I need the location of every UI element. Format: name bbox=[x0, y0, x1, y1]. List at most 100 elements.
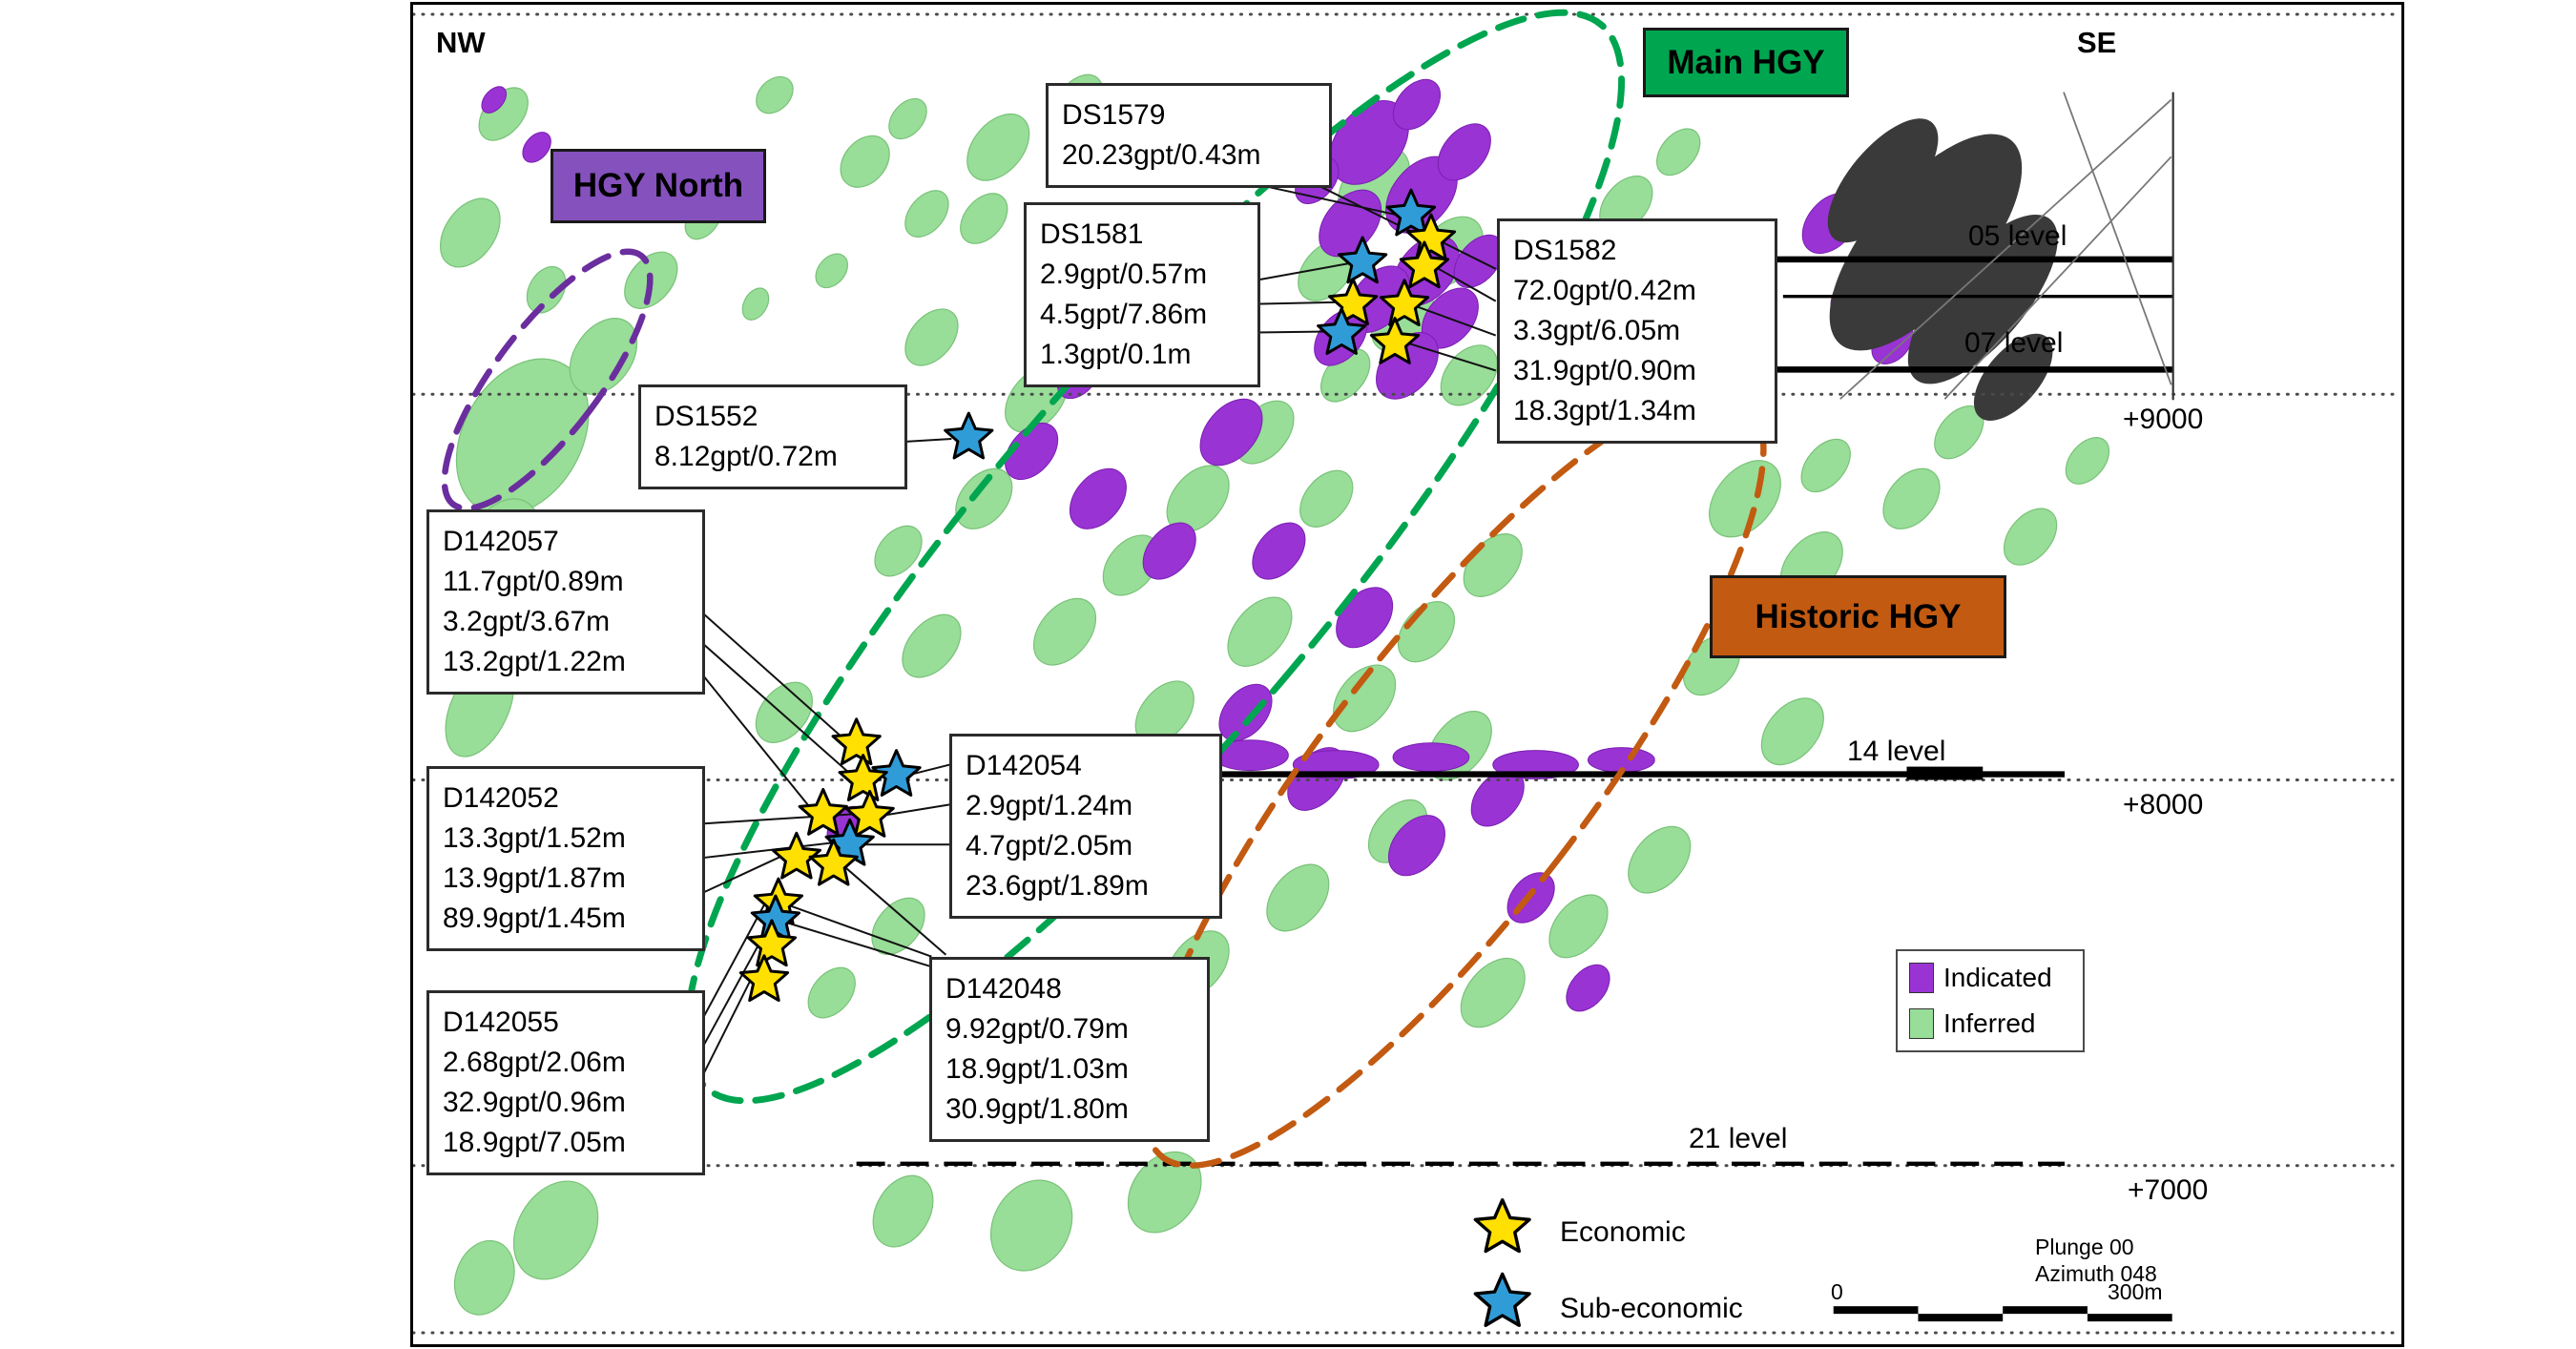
level-label-14: 14 level bbox=[1847, 736, 1946, 767]
inferred-blob bbox=[455, 358, 590, 516]
callout-connector-line bbox=[884, 803, 950, 817]
inferred-blob bbox=[756, 75, 794, 114]
callout-connector-line bbox=[701, 612, 844, 739]
callout-connector-line bbox=[842, 864, 947, 956]
drillhole-id: D142057 bbox=[443, 526, 559, 557]
callout-connector-line bbox=[788, 904, 932, 958]
scale-zero-label: 0 bbox=[1831, 1279, 1843, 1304]
inferred-blob bbox=[1333, 664, 1397, 733]
callout-D142048: D142048 9.92gpt/0.79m 18.9gpt/1.03m 30.9gpt… bbox=[929, 957, 1210, 1142]
indicated-blob bbox=[1252, 522, 1306, 580]
level-label-07: 07 level bbox=[1964, 327, 2064, 359]
intercept-value: 32.9gpt/0.96m bbox=[443, 1087, 626, 1118]
intercept-value: 2.9gpt/0.57m bbox=[1040, 259, 1208, 290]
callout-connector-line bbox=[1438, 267, 1497, 302]
drillhole-id: D142054 bbox=[966, 750, 1082, 781]
economic-legend-label: Economic bbox=[1560, 1216, 1686, 1248]
level-and-grid-lines bbox=[413, 12, 2401, 1335]
legend-row-indicated: Indicated bbox=[1909, 963, 2071, 993]
intercept-value: 31.9gpt/0.90m bbox=[1513, 355, 1696, 386]
level-label-21: 21 level bbox=[1689, 1123, 1788, 1154]
level-label-05: 05 level bbox=[1968, 220, 2067, 252]
elevation-label-8000: +8000 bbox=[2123, 789, 2204, 820]
callout-connector-lines bbox=[701, 186, 1497, 1077]
drillhole-id: DS1582 bbox=[1513, 235, 1617, 266]
drillhole-id: DS1552 bbox=[654, 401, 758, 432]
callout-connector-line bbox=[904, 438, 952, 444]
hgy-north-zone-ellipse bbox=[441, 248, 654, 512]
scale-bar bbox=[1833, 1306, 2172, 1322]
scale-bar-segment bbox=[2087, 1314, 2172, 1322]
scale-bar-segment bbox=[1918, 1314, 2004, 1322]
inferred-blob bbox=[904, 308, 959, 366]
inferred-blob bbox=[1655, 128, 1701, 176]
callout-connector-line bbox=[785, 921, 930, 967]
inferred-blob bbox=[955, 467, 1013, 529]
inferred-blob bbox=[1227, 596, 1293, 667]
scale-length-label: 300m bbox=[2108, 1279, 2163, 1304]
plunge-label: Plunge 00 bbox=[2035, 1235, 2134, 1259]
inferred-blob bbox=[1460, 957, 1526, 1028]
inferred-swatch-icon bbox=[1909, 1008, 1934, 1039]
main-hgy-zone-ellipse bbox=[683, 9, 1626, 1105]
intercept-value: 18.9gpt/7.05m bbox=[443, 1127, 626, 1158]
inferred-blob bbox=[1033, 597, 1097, 666]
callout-connector-line bbox=[1256, 261, 1351, 281]
intercept-value: 3.2gpt/3.67m bbox=[443, 606, 611, 637]
intercept-value: 1.3gpt/0.1m bbox=[1040, 339, 1192, 370]
intercept-value: 30.9gpt/1.80m bbox=[945, 1093, 1129, 1125]
intercept-value: 2.68gpt/2.06m bbox=[443, 1047, 626, 1078]
inferred-blob bbox=[741, 287, 770, 321]
level-14-development-block bbox=[1906, 766, 1984, 780]
nw-direction-label: NW bbox=[436, 26, 486, 59]
intercept-value: 20.23gpt/0.43m bbox=[1062, 139, 1261, 171]
intercept-value: 8.12gpt/0.72m bbox=[654, 441, 838, 472]
elevation-label-7000: +7000 bbox=[2128, 1174, 2209, 1206]
intercept-value: 23.6gpt/1.89m bbox=[966, 870, 1149, 902]
callout-connector-line bbox=[702, 841, 834, 860]
section-trace-line bbox=[1943, 156, 2172, 400]
section-trace-line bbox=[1839, 98, 2172, 400]
intercept-value: 72.0gpt/0.42m bbox=[1513, 275, 1696, 306]
intercept-value: 89.9gpt/1.45m bbox=[443, 903, 626, 934]
inferred-blob bbox=[874, 525, 923, 577]
intercept-value: 2.9gpt/1.24m bbox=[966, 790, 1133, 821]
se-direction-label: SE bbox=[2077, 26, 2117, 59]
inferred-blob bbox=[888, 97, 927, 140]
inferred-blob bbox=[1882, 467, 1941, 529]
inferred-blob bbox=[966, 114, 1030, 181]
intercept-value: 13.9gpt/1.87m bbox=[443, 862, 626, 894]
callout-connector-line bbox=[1442, 241, 1497, 270]
scale-bar-segment bbox=[1833, 1306, 1919, 1315]
callout-connector-line bbox=[701, 975, 754, 1077]
callout-D142055: D142055 2.68gpt/2.06m 32.9gpt/0.96m 18.9gpt… bbox=[426, 990, 705, 1175]
workings-shape bbox=[1973, 333, 2053, 421]
inferred-blob bbox=[872, 1174, 934, 1248]
intercept-value: 13.2gpt/1.22m bbox=[443, 646, 626, 677]
section-diagram: DS1579 20.23gpt/0.43m DS1581 2.9gpt/0.57m 4.… bbox=[410, 2, 2404, 1347]
inferred-blob bbox=[2004, 508, 2058, 566]
intercept-value: 11.7gpt/0.89m bbox=[443, 566, 624, 597]
plunge-azimuth-note: Plunge 00 Azimuth 048 bbox=[2035, 1234, 2157, 1287]
inferred-blob bbox=[1628, 825, 1692, 894]
sub-economic-legend-label: Sub-economic bbox=[1560, 1293, 1743, 1324]
inferred-blob bbox=[807, 966, 856, 1019]
callout-connector-line bbox=[701, 854, 785, 894]
inferred-blob bbox=[815, 253, 849, 289]
callout-D142057: D142057 11.7gpt/0.89m 3.2gpt/3.67m 13.2gpt/… bbox=[426, 509, 705, 695]
inferred-blob bbox=[1760, 697, 1824, 766]
indicated-blob bbox=[1199, 398, 1263, 467]
intercept-value: 18.9gpt/1.03m bbox=[945, 1053, 1129, 1085]
intercept-value: 3.3gpt/6.05m bbox=[1513, 315, 1681, 346]
inferred-blob bbox=[453, 1239, 515, 1316]
callout-connector-line bbox=[1269, 186, 1402, 218]
section-trace-line bbox=[2063, 92, 2172, 385]
callout-D142052: D142052 13.3gpt/1.52m 13.9gpt/1.87m 89.9gpt… bbox=[426, 766, 705, 951]
inferred-blob bbox=[904, 190, 949, 238]
inferred-label: Inferred bbox=[1943, 1008, 2036, 1038]
zone-label-main-hgy: Main HGY bbox=[1643, 28, 1849, 97]
drillhole-id: DS1581 bbox=[1040, 218, 1144, 250]
callout-connector-line bbox=[701, 642, 852, 776]
inferred-blob bbox=[440, 197, 501, 268]
